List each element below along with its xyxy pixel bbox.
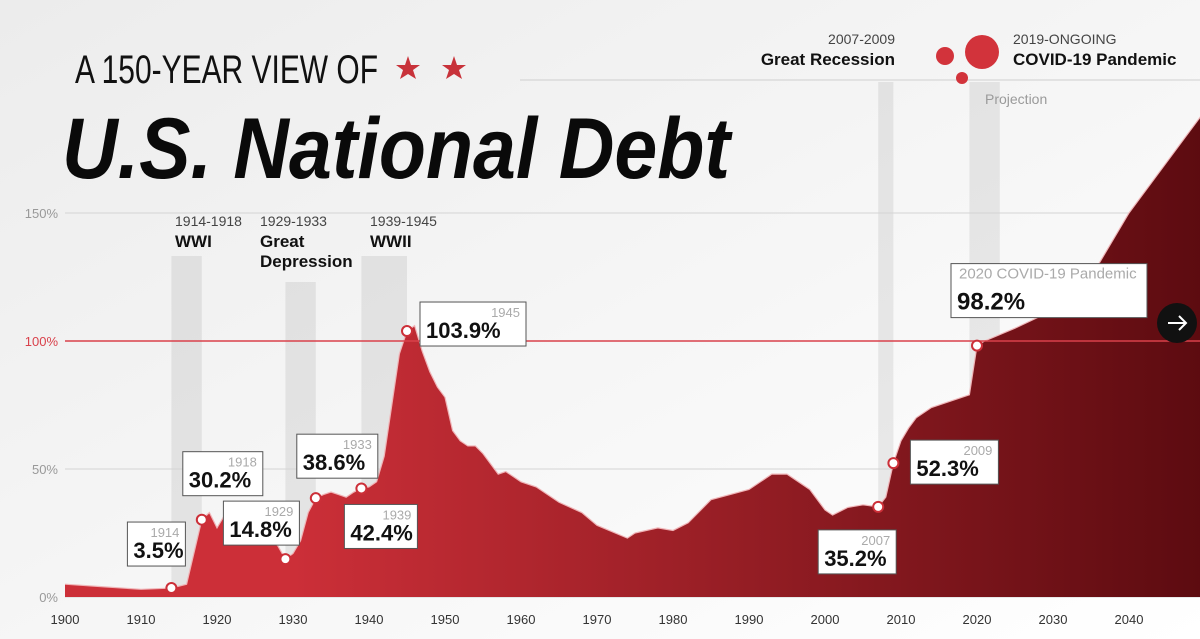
virus-icons bbox=[936, 35, 999, 84]
y-tick-label: 0% bbox=[39, 590, 58, 605]
x-tick-label: 1910 bbox=[127, 612, 156, 627]
x-tick-label: 1900 bbox=[51, 612, 80, 627]
callout-year: 1939 bbox=[382, 507, 411, 522]
virus-icon bbox=[965, 35, 999, 69]
callout-year: 1929 bbox=[264, 504, 293, 519]
x-tick-label: 2000 bbox=[811, 612, 840, 627]
event-name: WWI bbox=[175, 232, 212, 251]
callout-value: 103.9% bbox=[426, 318, 501, 343]
event-name: Depression bbox=[260, 252, 353, 271]
stars bbox=[396, 56, 466, 79]
chart-subtitle: A 150-YEAR VIEW OF bbox=[75, 48, 378, 92]
event-name: Great bbox=[260, 232, 305, 251]
callout-year: 1933 bbox=[343, 437, 372, 452]
callout-box bbox=[950, 263, 1148, 319]
callout-year: 1945 bbox=[491, 305, 520, 320]
callout-year: 2009 bbox=[963, 443, 992, 458]
x-tick-label: 1970 bbox=[583, 612, 612, 627]
callout-value: 38.6% bbox=[303, 450, 365, 475]
chart-title: U.S. National Debt bbox=[62, 101, 733, 197]
callout-year: 1918 bbox=[228, 455, 257, 470]
highlight-point bbox=[887, 457, 900, 470]
callout-box bbox=[126, 521, 186, 567]
callout-value: 30.2% bbox=[189, 468, 251, 493]
x-tick-label: 1920 bbox=[203, 612, 232, 627]
x-tick-label: 1980 bbox=[659, 612, 688, 627]
callout-box bbox=[419, 301, 527, 347]
y-tick-label: 150% bbox=[25, 206, 59, 221]
y-tick-label: 100% bbox=[25, 334, 59, 349]
star bbox=[442, 56, 466, 79]
event-band bbox=[878, 82, 894, 597]
highlight-point bbox=[401, 325, 413, 338]
x-tick-label: 2010 bbox=[887, 612, 916, 627]
x-tick-label: 1940 bbox=[355, 612, 384, 627]
area-outline bbox=[64, 116, 1200, 590]
callout-value: 14.8% bbox=[229, 517, 291, 542]
callout-box bbox=[222, 500, 300, 546]
highlight-point bbox=[971, 339, 983, 352]
highlight-point bbox=[309, 492, 322, 505]
event-name: COVID-19 Pandemic bbox=[1013, 50, 1176, 69]
virus-icon bbox=[936, 47, 954, 65]
y-tick-label: 50% bbox=[32, 462, 58, 477]
x-tick-label: 2020 bbox=[963, 612, 992, 627]
callout-box bbox=[909, 439, 999, 485]
event-years: 1939-1945 bbox=[370, 213, 437, 229]
next-arrow[interactable] bbox=[1168, 315, 1188, 331]
callout-value: 52.3% bbox=[916, 456, 978, 481]
x-tick-label: 2030 bbox=[1039, 612, 1068, 627]
callout-box bbox=[343, 503, 418, 549]
callout-box bbox=[296, 433, 379, 479]
callout-value: 98.2% bbox=[957, 289, 1025, 316]
callout-year: 1914 bbox=[150, 525, 179, 540]
callout-year: 2020 COVID-19 Pandemic bbox=[959, 266, 1137, 283]
virus-icon bbox=[956, 72, 968, 84]
x-tick-label: 1950 bbox=[431, 612, 460, 627]
x-tick-label: 1930 bbox=[279, 612, 308, 627]
highlight-point bbox=[355, 482, 368, 495]
star bbox=[396, 56, 420, 79]
callout-value: 35.2% bbox=[824, 546, 886, 571]
event-name: Great Recession bbox=[761, 50, 895, 69]
highlight-point bbox=[872, 500, 885, 513]
x-tick-label: 1960 bbox=[507, 612, 536, 627]
event-years: 2007-2009 bbox=[828, 31, 895, 47]
callout-box bbox=[817, 529, 897, 575]
event-years: 1914-1918 bbox=[175, 213, 242, 229]
callout-box bbox=[182, 451, 264, 497]
highlight-point bbox=[279, 553, 292, 566]
callout-value: 3.5% bbox=[133, 538, 183, 563]
event-years: 1929-1933 bbox=[260, 213, 327, 229]
highlight-point bbox=[165, 582, 178, 595]
projection-label: Projection bbox=[985, 91, 1047, 107]
next-button[interactable] bbox=[1157, 303, 1197, 343]
highlight-point bbox=[195, 513, 208, 526]
x-tick-label: 1990 bbox=[735, 612, 764, 627]
event-years: 2019-ONGOING bbox=[1013, 31, 1116, 47]
event-name: WWII bbox=[370, 232, 412, 251]
x-tick-label: 2040 bbox=[1115, 612, 1144, 627]
callout-value: 42.4% bbox=[350, 520, 412, 545]
callout-year: 2007 bbox=[861, 533, 890, 548]
